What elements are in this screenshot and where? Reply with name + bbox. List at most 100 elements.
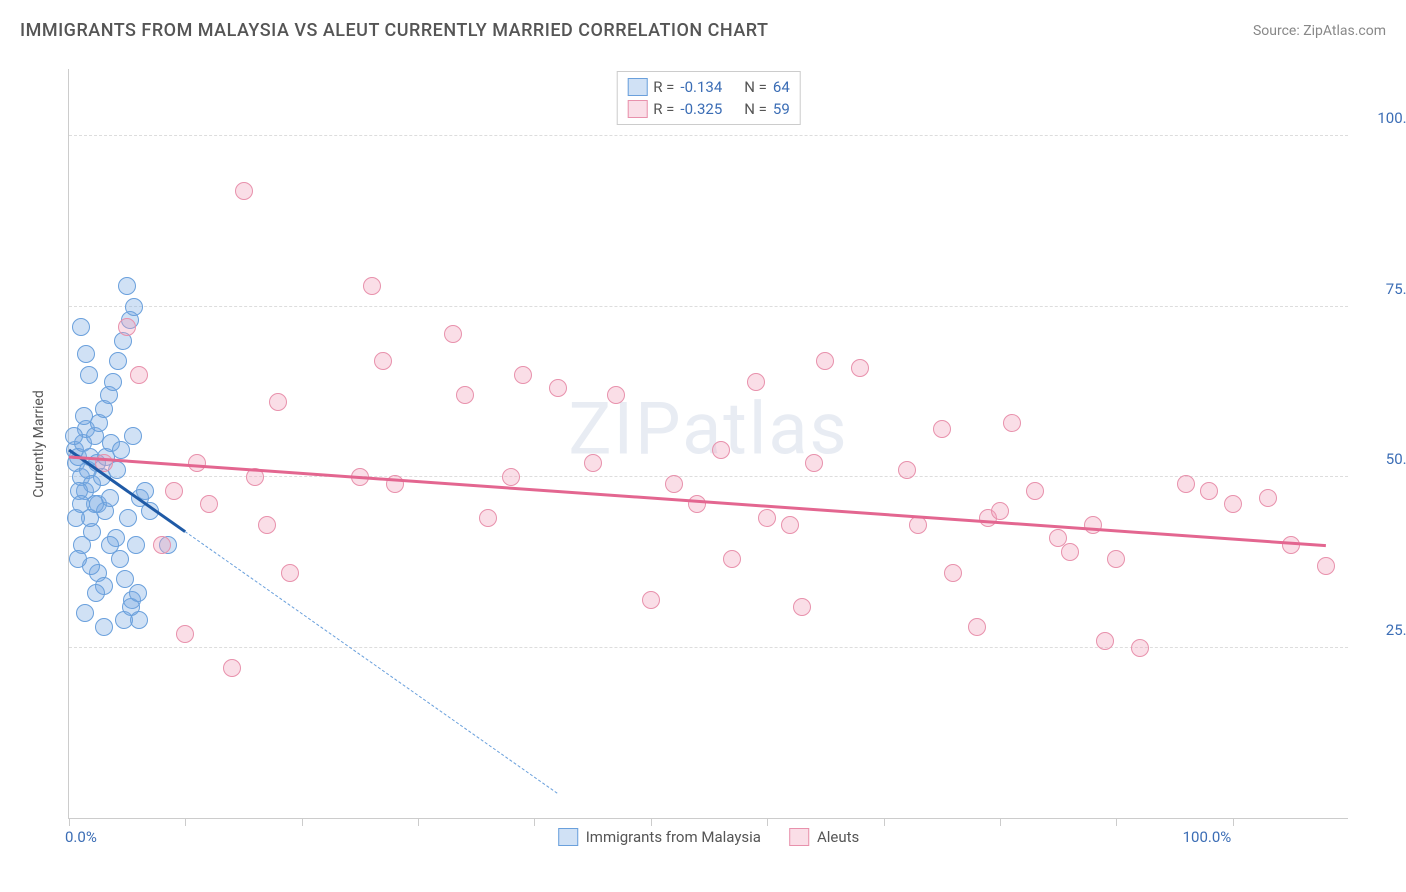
data-point — [65, 427, 83, 445]
data-point — [723, 550, 741, 568]
data-point — [129, 584, 147, 602]
data-point — [898, 461, 916, 479]
data-point — [712, 441, 730, 459]
data-point — [758, 509, 776, 527]
data-point — [688, 495, 706, 513]
data-point — [363, 277, 381, 295]
data-point — [118, 318, 136, 336]
gridline — [69, 135, 1348, 136]
stat-r-value: -0.325 — [680, 100, 722, 118]
data-point — [101, 536, 119, 554]
data-point — [153, 536, 171, 554]
data-point — [235, 182, 253, 200]
x-tick — [185, 818, 186, 826]
x-tick — [1116, 818, 1117, 826]
data-point — [77, 345, 95, 363]
x-tick — [884, 818, 885, 826]
x-tick-label: 0.0% — [65, 828, 97, 846]
data-point — [1177, 475, 1195, 493]
data-point — [125, 298, 143, 316]
data-point — [1224, 495, 1242, 513]
data-point — [1131, 639, 1149, 657]
data-point — [851, 359, 869, 377]
data-point — [109, 352, 127, 370]
stat-key: R = — [653, 100, 674, 118]
data-point — [991, 502, 1009, 520]
y-tick-label: 100.0% — [1356, 109, 1406, 127]
legend-stats: R = -0.134N = 64R = -0.325N = 59 — [616, 71, 801, 125]
y-axis-label: Currently Married — [31, 390, 47, 497]
stat-key: N = — [744, 100, 767, 118]
gridline — [69, 647, 1348, 648]
data-point — [793, 598, 811, 616]
stat-key: R = — [653, 78, 674, 96]
data-point — [642, 591, 660, 609]
plot-area: Currently Married ZIPatlas 25.0%50.0%75.… — [68, 69, 1348, 819]
x-tick — [302, 818, 303, 826]
y-tick-label: 50.0% — [1356, 450, 1406, 468]
legend-swatch — [558, 828, 578, 846]
stat-key: N = — [744, 78, 767, 96]
legend-series-item: Immigrants from Malaysia — [558, 828, 761, 846]
x-tick — [767, 818, 768, 826]
legend-series-label: Immigrants from Malaysia — [586, 828, 761, 846]
stat-n-value: 59 — [773, 100, 790, 118]
data-point — [781, 516, 799, 534]
data-point — [665, 475, 683, 493]
x-tick-label: 100.0% — [1183, 828, 1232, 846]
data-point — [72, 318, 90, 336]
data-point — [933, 420, 951, 438]
data-point — [124, 427, 142, 445]
data-point — [374, 352, 392, 370]
data-point — [1282, 536, 1300, 554]
legend-stats-row: R = -0.325 N = 59 — [627, 98, 790, 120]
x-tick — [418, 818, 419, 826]
data-point — [1003, 414, 1021, 432]
data-point — [76, 604, 94, 622]
stat-r-value: -0.134 — [680, 78, 722, 96]
data-point — [1317, 557, 1335, 575]
data-point — [118, 277, 136, 295]
data-point — [130, 366, 148, 384]
legend-swatch — [789, 828, 809, 846]
data-point — [968, 618, 986, 636]
regression-line — [69, 455, 1326, 547]
data-point — [127, 536, 145, 554]
data-point — [95, 618, 113, 636]
data-point — [72, 495, 90, 513]
data-point — [1107, 550, 1125, 568]
data-point — [1259, 489, 1277, 507]
data-point — [69, 550, 87, 568]
x-tick — [1000, 818, 1001, 826]
chart-title: IMMIGRANTS FROM MALAYSIA VS ALEUT CURREN… — [20, 20, 768, 41]
data-point — [176, 625, 194, 643]
data-point — [269, 393, 287, 411]
data-point — [258, 516, 276, 534]
data-point — [584, 454, 602, 472]
y-tick-label: 75.0% — [1356, 280, 1406, 298]
data-point — [1096, 632, 1114, 650]
data-point — [549, 379, 567, 397]
x-tick — [69, 818, 70, 826]
data-point — [479, 509, 497, 527]
data-point — [944, 564, 962, 582]
x-tick — [651, 818, 652, 826]
data-point — [104, 373, 122, 391]
x-tick — [1233, 818, 1234, 826]
data-point — [1026, 482, 1044, 500]
data-point — [805, 454, 823, 472]
legend-swatch — [627, 78, 647, 96]
data-point — [1061, 543, 1079, 561]
data-point — [607, 386, 625, 404]
y-tick-label: 25.0% — [1356, 621, 1406, 639]
data-point — [87, 584, 105, 602]
gridline — [69, 306, 1348, 307]
legend-stats-row: R = -0.134N = 64 — [627, 76, 790, 98]
x-tick — [534, 818, 535, 826]
legend-series-item: Aleuts — [789, 828, 859, 846]
data-point — [456, 386, 474, 404]
data-point — [281, 564, 299, 582]
data-point — [747, 373, 765, 391]
data-point — [816, 352, 834, 370]
data-point — [514, 366, 532, 384]
